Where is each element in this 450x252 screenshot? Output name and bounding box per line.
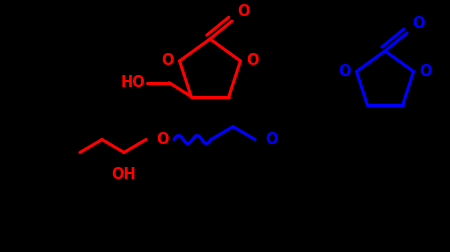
Text: O: O bbox=[237, 4, 249, 19]
Text: O: O bbox=[419, 64, 432, 79]
Text: O: O bbox=[412, 16, 424, 31]
Text: O: O bbox=[265, 132, 278, 147]
Text: O: O bbox=[161, 53, 174, 69]
Text: HO: HO bbox=[121, 75, 145, 90]
Text: OH: OH bbox=[112, 167, 136, 182]
Text: O: O bbox=[156, 132, 168, 147]
Text: O: O bbox=[247, 53, 259, 69]
Text: O: O bbox=[338, 64, 351, 79]
